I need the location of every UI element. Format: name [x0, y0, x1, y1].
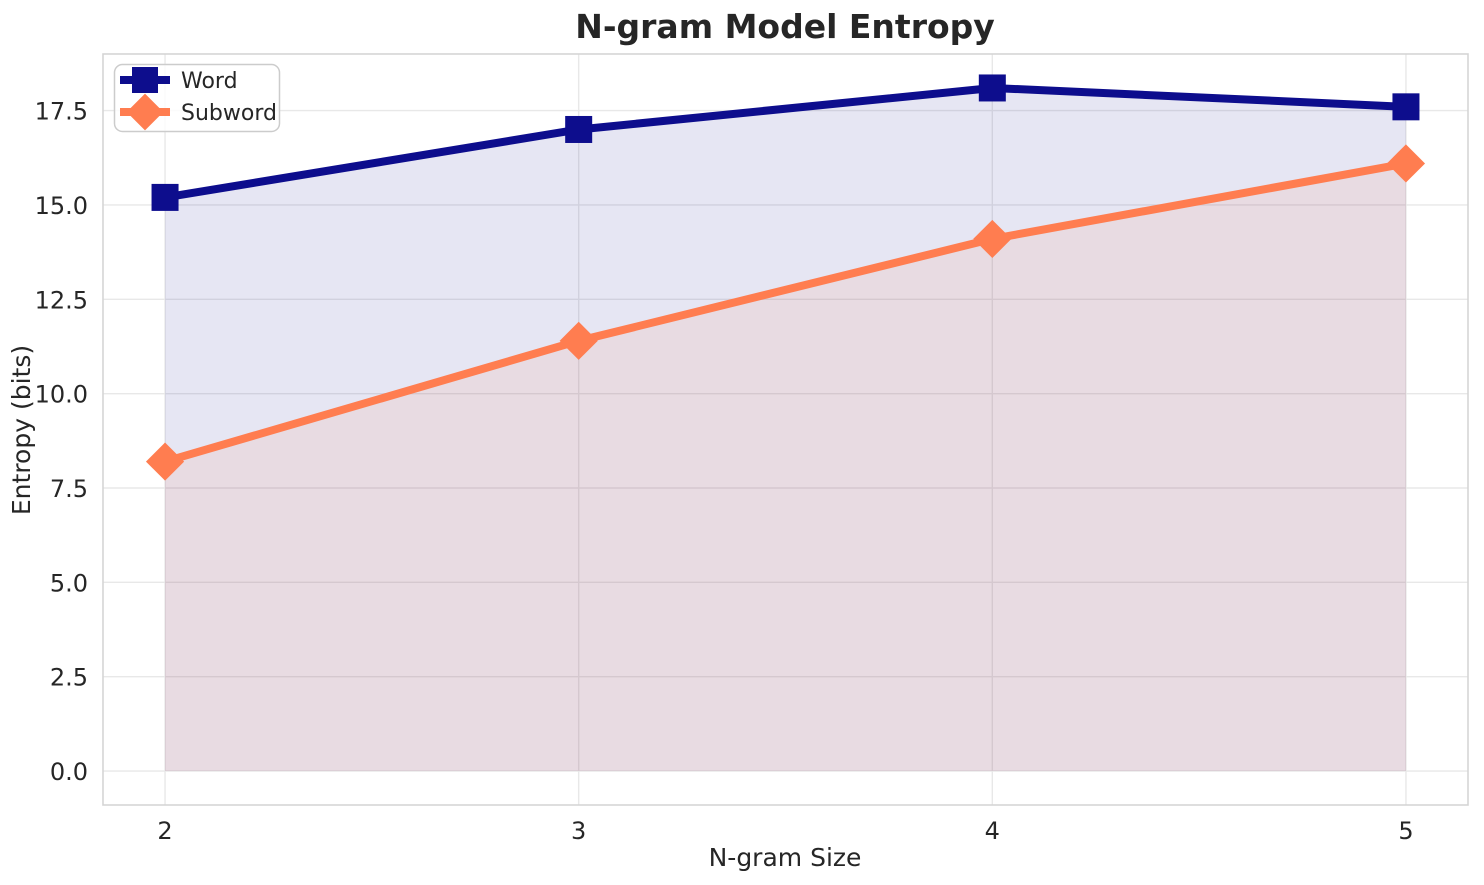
x-tick-label: 4 [985, 817, 1000, 845]
legend-diamond-marker-icon [126, 93, 164, 131]
chart-title: N-gram Model Entropy [575, 7, 995, 46]
legend-label: Word [181, 69, 238, 94]
y-axis-label: Entropy (bits) [7, 345, 36, 515]
area-fills [165, 87, 1406, 772]
legend-square-marker-icon [132, 67, 158, 93]
x-tick-label: 5 [1398, 817, 1413, 845]
line-subword [163, 159, 1407, 466]
legend-item-subword: Subword [120, 93, 277, 131]
y-tick-label: 7.5 [50, 475, 88, 503]
legend-item-word: Word [120, 67, 238, 94]
marker-subword-1 [559, 321, 598, 360]
axes-spines [102, 53, 1469, 806]
legend: Word Subword [113, 63, 281, 133]
marker-word-2 [978, 74, 1006, 102]
area-fill-word [165, 87, 1406, 772]
plot-border [102, 53, 1469, 806]
x-tick-label: 3 [571, 817, 586, 845]
y-tick-label: 15.0 [35, 192, 88, 220]
marker-word-0 [151, 183, 179, 211]
y-tick-label: 2.5 [50, 664, 88, 692]
marker-subword-0 [145, 442, 185, 481]
y-tick-label: 17.5 [35, 98, 88, 126]
y-tick-label: 0.0 [50, 758, 88, 786]
marker-word-3 [1392, 93, 1420, 121]
y-tick-label: 5.0 [50, 569, 88, 597]
marker-word-1 [565, 115, 593, 143]
marker-subword-3 [1386, 144, 1426, 183]
series-lines [163, 83, 1407, 466]
x-tick-label: 2 [157, 817, 172, 845]
y-tick-label: 10.0 [35, 381, 88, 409]
line-word [164, 83, 1407, 202]
y-tick-label: 12.5 [35, 286, 88, 314]
x-axis-label: N-gram Size [709, 843, 862, 872]
legend-label: Subword [181, 101, 277, 126]
tick-labels: 0.0 2.5 5.0 7.5 10.0 12.5 15.0 17.5 2 3 4 5 [35, 98, 1414, 845]
area-fill-subword [165, 163, 1406, 772]
